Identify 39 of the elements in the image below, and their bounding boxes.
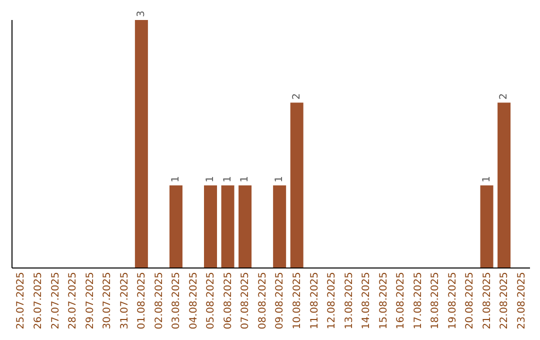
data-label: 2: [291, 93, 302, 100]
x-tick-label: 21.08.2025: [482, 272, 493, 330]
x-tick-label: 08.08.2025: [257, 272, 268, 330]
x-tick-label: 20.08.2025: [464, 272, 476, 330]
data-label: 1: [481, 176, 492, 182]
data-label: 1: [274, 176, 286, 182]
x-tick-label: 10.08.2025: [292, 272, 303, 330]
x-tick-label: 23.08.2025: [516, 272, 528, 330]
data-label: 2: [498, 93, 510, 100]
x-tick-label: 02.08.2025: [154, 272, 165, 330]
x-tick-label: 17.08.2025: [412, 272, 424, 330]
x-tick-label: 31.07.2025: [119, 272, 130, 330]
x-tick-label: 03.08.2025: [171, 272, 182, 330]
x-tick-label: 18.08.2025: [430, 272, 442, 330]
x-tick-label: 05.08.2025: [206, 272, 217, 330]
data-label: 1: [240, 176, 251, 182]
x-tick-label: 06.08.2025: [222, 272, 234, 330]
data-label: 3: [136, 10, 147, 17]
x-tick-label: 09.08.2025: [274, 272, 286, 330]
x-tick-label: 25.07.2025: [16, 272, 27, 330]
x-tick-label: 28.07.2025: [68, 272, 79, 330]
x-tick-label: 19.08.2025: [447, 272, 458, 330]
x-tick-label: 13.08.2025: [344, 272, 355, 330]
x-tick-label: 12.08.2025: [326, 272, 338, 330]
x-tick-label: 14.08.2025: [361, 272, 372, 330]
data-label: 1: [222, 176, 234, 182]
x-tick-label: 07.08.2025: [240, 272, 252, 330]
x-tick-label: 15.08.2025: [378, 272, 390, 330]
data-label: 1: [205, 176, 216, 182]
data-label: 1: [170, 176, 182, 182]
x-tick-label: 11.08.2025: [309, 272, 320, 330]
x-tick-label: 22.08.2025: [499, 272, 510, 330]
x-tick-label: 27.07.2025: [50, 272, 62, 330]
x-tick-label: 29.07.2025: [84, 272, 96, 330]
x-tick-label: 30.07.2025: [102, 272, 114, 330]
x-tick-label: 16.08.2025: [396, 272, 407, 330]
x-tick-label: 01.08.2025: [136, 272, 148, 330]
x-tick-label: 04.08.2025: [188, 272, 200, 330]
x-tick-label: 26.07.2025: [33, 272, 44, 330]
